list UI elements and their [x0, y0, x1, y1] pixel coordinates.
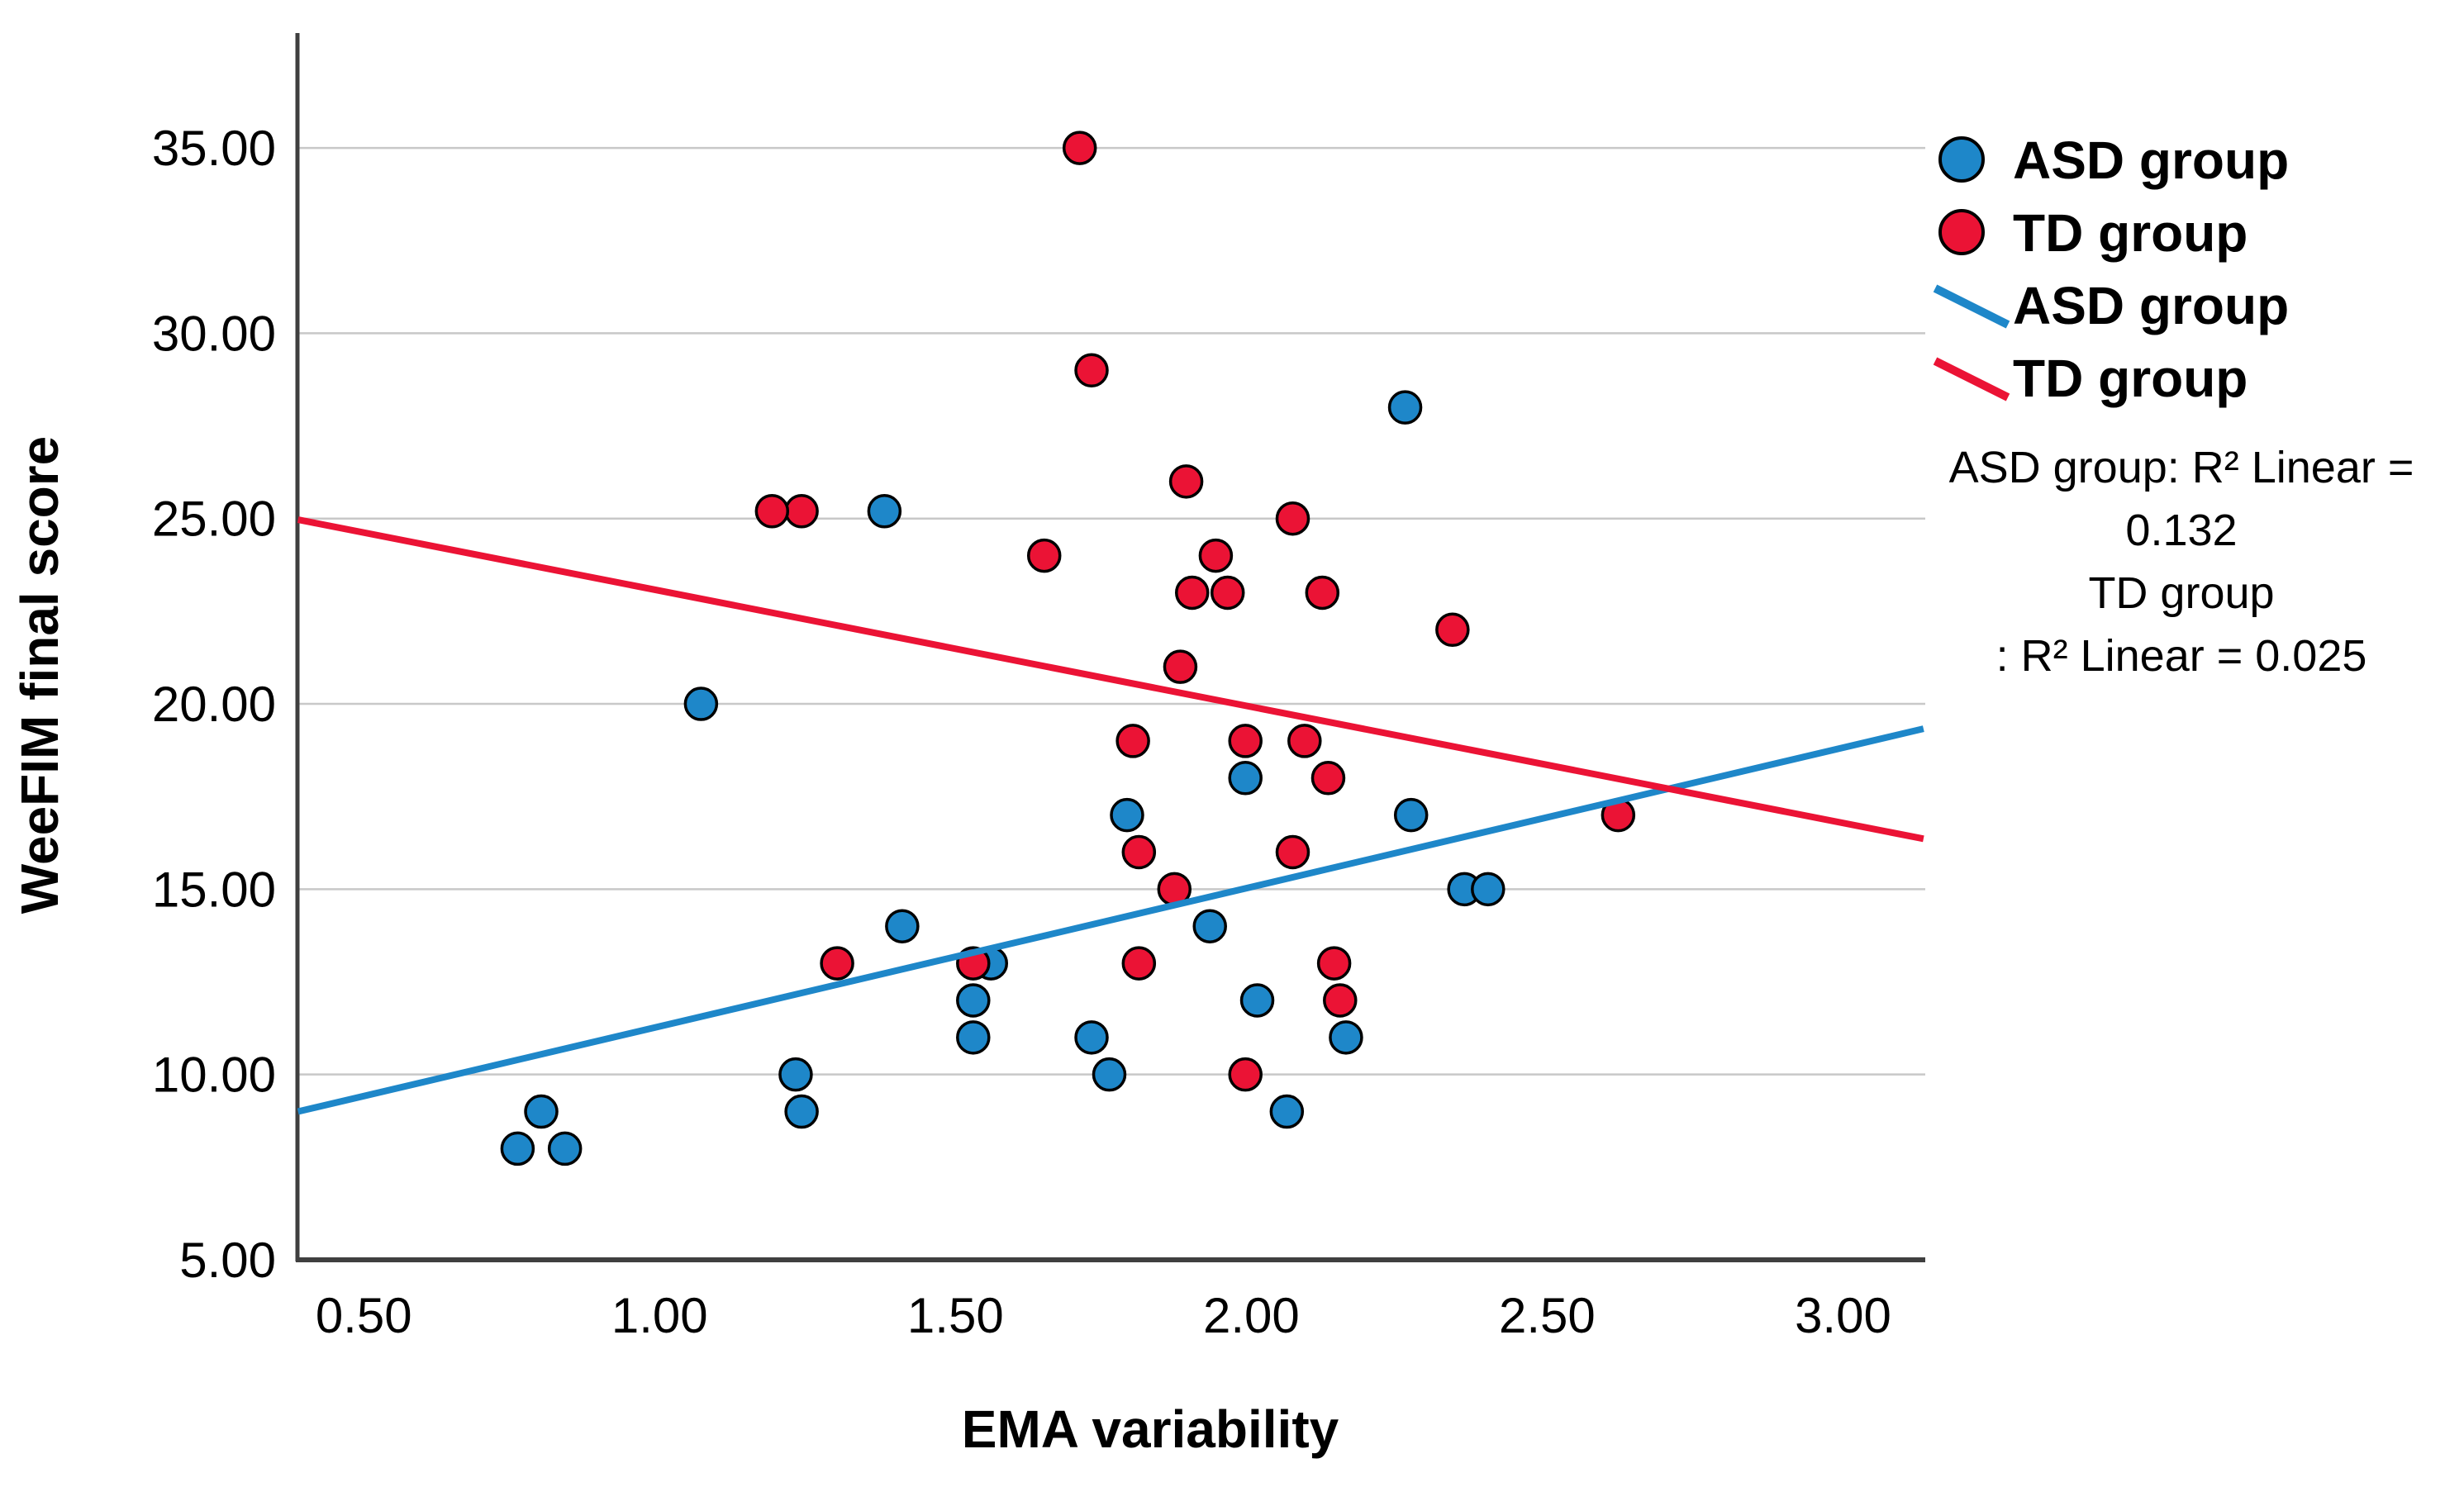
data-point-td	[1275, 834, 1310, 870]
data-point-td	[1074, 353, 1109, 388]
data-point-td	[1228, 1057, 1263, 1092]
data-point-td	[1305, 575, 1340, 610]
legend: ASD group TD group ASD group TD group	[1930, 124, 2443, 415]
legend-item-asd-points: ASD group	[1930, 124, 2443, 197]
data-point-td	[1316, 946, 1352, 981]
data-point-td	[1026, 538, 1062, 573]
x-tick-label: 3.00	[1795, 1288, 1891, 1343]
data-point-asd	[885, 909, 920, 943]
data-point-asd	[1092, 1057, 1127, 1092]
data-point-td	[1174, 575, 1210, 610]
td-dot-icon	[1930, 207, 2013, 259]
legend-item-td-line: TD group	[1930, 342, 2443, 415]
data-point-asd	[867, 493, 902, 529]
legend-item-td-points: TD group	[1930, 197, 2443, 269]
fit-line-asd	[297, 725, 1924, 1115]
data-point-asd	[547, 1131, 583, 1166]
fit-line-td	[297, 516, 1924, 843]
annotation-line: ASD group: R² Linear =	[1948, 443, 2414, 492]
series-asd	[500, 390, 1506, 1166]
x-tick-label: 2.00	[1203, 1288, 1300, 1343]
data-point-asd	[1239, 983, 1275, 1018]
data-point-td	[1163, 649, 1198, 684]
asd-line-icon	[1930, 280, 2013, 331]
data-point-td	[1228, 724, 1263, 758]
data-points	[500, 131, 1636, 1166]
data-point-asd	[500, 1131, 535, 1166]
annotation-line: 0.132	[2125, 506, 2238, 555]
data-point-td	[1275, 501, 1310, 536]
asd-dot-icon	[1930, 135, 2013, 186]
legend-label: ASD group	[2013, 131, 2290, 190]
data-point-td	[1062, 131, 1097, 165]
data-point-asd	[778, 1057, 813, 1092]
data-point-td	[1198, 538, 1234, 573]
y-tick-label: 25.00	[152, 492, 276, 547]
x-tick-label: 0.50	[316, 1288, 412, 1343]
y-axis-title: WeeFIM final score	[10, 436, 69, 915]
annotation-line: TD group	[2088, 568, 2275, 618]
data-point-asd	[1074, 1020, 1109, 1055]
data-point-td	[1168, 464, 1204, 499]
data-point-td	[1323, 983, 1358, 1018]
x-axis-title: EMA variability	[962, 1399, 1339, 1459]
x-tick-label: 2.50	[1499, 1288, 1596, 1343]
axes	[295, 33, 1925, 1262]
tick-labels: 5.00 10.00 15.00 20.00 25.00 30.00 35.00 0.50 1.…	[152, 121, 1891, 1343]
data-point-asd	[1393, 797, 1429, 833]
series-td	[754, 131, 1636, 1092]
gridlines	[297, 146, 1925, 1076]
x-tick-label: 1.00	[611, 1288, 708, 1343]
data-point-td	[1210, 575, 1245, 610]
legend-label: TD group	[2013, 203, 2248, 263]
annotation-line: : R² Linear = 0.025	[1995, 631, 2367, 681]
r-squared-annotation: ASD group: R² Linear = 0.132 TD group : …	[1900, 436, 2462, 687]
td-line-icon	[1930, 353, 2013, 404]
data-point-asd	[683, 686, 719, 721]
data-point-td	[784, 493, 819, 529]
legend-item-asd-line: ASD group	[1930, 269, 2443, 342]
y-tick-label: 10.00	[152, 1048, 276, 1103]
data-point-asd	[956, 1020, 991, 1055]
data-point-td	[754, 493, 790, 529]
data-point-asd	[1269, 1094, 1305, 1129]
y-tick-label: 5.00	[179, 1233, 276, 1288]
y-tick-label: 30.00	[152, 306, 276, 361]
y-tick-label: 15.00	[152, 862, 276, 917]
data-point-asd	[1387, 390, 1423, 425]
data-point-td	[1287, 724, 1322, 758]
data-point-td	[1121, 946, 1157, 981]
y-tick-label: 20.00	[152, 677, 276, 732]
data-point-asd	[524, 1094, 559, 1129]
fit-lines	[297, 516, 1924, 1115]
data-point-td	[820, 946, 854, 981]
data-point-td	[1115, 724, 1150, 758]
y-tick-label: 35.00	[152, 121, 276, 176]
data-point-asd	[1329, 1020, 1363, 1055]
data-point-asd	[1110, 797, 1144, 833]
data-point-td	[1310, 761, 1346, 796]
data-point-td	[1121, 834, 1157, 870]
data-point-asd	[956, 983, 991, 1018]
legend-label: TD group	[2013, 349, 2248, 408]
data-point-asd	[1192, 909, 1227, 943]
data-point-td	[1435, 612, 1470, 648]
data-point-asd	[784, 1094, 819, 1129]
data-point-asd	[1471, 872, 1506, 907]
data-point-asd	[1228, 761, 1263, 796]
legend-label: ASD group	[2013, 276, 2290, 335]
x-tick-label: 1.50	[907, 1288, 1004, 1343]
